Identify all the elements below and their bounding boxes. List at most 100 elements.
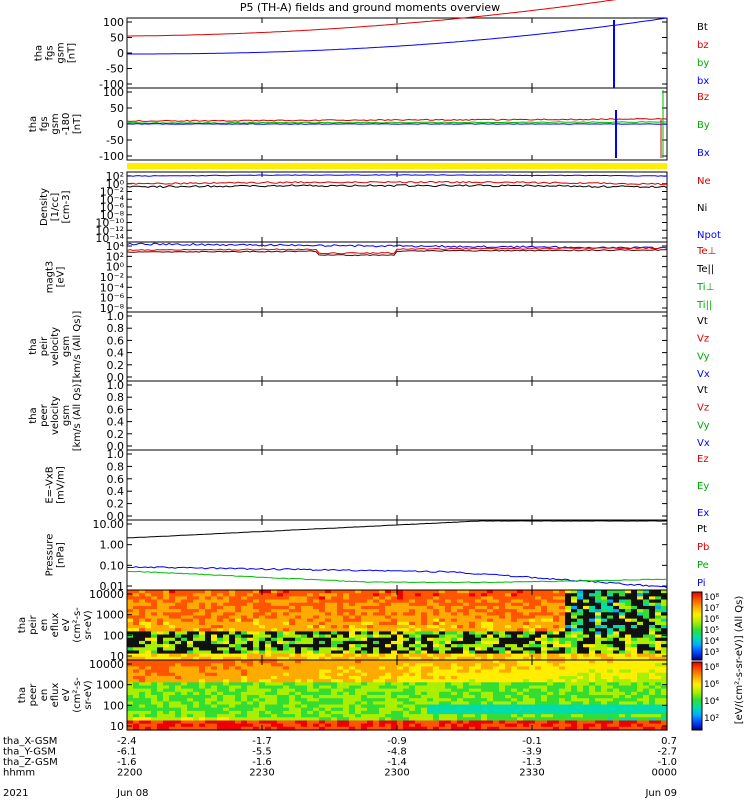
spectrogram-cell (535, 720, 542, 725)
spectrogram-cell (631, 656, 638, 661)
spectrogram-cell (223, 685, 230, 690)
spectrogram-cell (583, 720, 590, 725)
spectrogram-cell (415, 612, 422, 617)
spectrogram-cell (625, 660, 632, 664)
spectrogram-cell (151, 695, 158, 699)
spectrogram-cell (313, 599, 320, 604)
spectrogram-cell (445, 682, 452, 687)
spectrogram-cell (601, 720, 608, 725)
spectrogram-cell (265, 726, 272, 731)
spectrogram-cell (337, 679, 344, 683)
spectrogram-cell (493, 701, 500, 706)
spectrogram-cell (379, 675, 386, 680)
spectrogram-cell (487, 596, 494, 601)
spectrogram-cell (361, 710, 368, 715)
spectrogram-cell (187, 701, 194, 706)
y-tick-label: 10⁻¹⁰ (95, 217, 124, 230)
spectrogram-cell (175, 726, 182, 731)
spectrogram-cell (343, 704, 350, 709)
spectrogram-cell (343, 596, 350, 601)
series-Ni (126, 184, 668, 189)
spectrogram-cell (511, 720, 518, 725)
spectrogram-cell (349, 590, 356, 594)
spectrogram-cell (589, 634, 596, 639)
spectrogram-cell (529, 602, 536, 607)
spectrogram-cell (613, 707, 620, 712)
spectrogram-cell (403, 628, 410, 632)
spectrogram-cell (631, 634, 638, 639)
spectrogram-cell (385, 615, 392, 620)
spectrogram-cell (325, 704, 332, 709)
spectrogram-cell (307, 599, 314, 604)
spectrogram-cell (535, 663, 542, 667)
legend-entry: Ex (697, 508, 709, 519)
spectrogram-cell (331, 605, 338, 610)
spectrogram-cell (181, 593, 188, 597)
spectrogram-cell (403, 663, 410, 667)
spectrogram-cell (469, 653, 476, 658)
spectrogram-cell (247, 628, 254, 632)
spectrogram-cell (427, 669, 434, 674)
spectrogram-cell (355, 602, 362, 607)
spectrogram-cell (223, 650, 230, 655)
spectrogram-cell (253, 615, 260, 620)
spectrogram-cell (403, 695, 410, 699)
spectrogram-cell (307, 605, 314, 610)
spectrogram-cell (187, 599, 194, 604)
spectrogram-cell (439, 717, 446, 722)
spectrogram-cell (541, 675, 548, 680)
spectrogram-cell (433, 714, 440, 718)
spectrogram-cell (535, 621, 542, 626)
spectrogram-cell (469, 707, 476, 712)
spectrogram-cell (235, 698, 242, 702)
spectrogram-cell (343, 698, 350, 702)
spectrogram-cell (307, 717, 314, 722)
spectrogram-cell (655, 644, 662, 648)
spectrogram-cell (661, 599, 668, 604)
spectrogram-cell (559, 698, 566, 702)
spectrogram-cell (625, 675, 632, 680)
spectrogram-cell (385, 723, 392, 728)
spectrogram-cell (439, 625, 446, 629)
spectrogram-cell (331, 695, 338, 699)
spectrogram-cell (397, 726, 404, 731)
spectrogram-cell (511, 701, 518, 706)
spectrogram-cell (301, 590, 308, 594)
spectrogram-cell (517, 675, 524, 680)
spectrogram-cell (325, 691, 332, 696)
spectrogram-cell (637, 707, 644, 712)
spectrogram-cell (535, 666, 542, 671)
spectrogram-cell (535, 593, 542, 597)
spectrogram-cell (139, 714, 146, 718)
spectrogram-cell (631, 704, 638, 709)
spectrogram-cell (505, 612, 512, 617)
spectrogram-cell (487, 644, 494, 648)
spectrogram-cell (163, 682, 170, 687)
spectrogram-cell (223, 628, 230, 632)
spectrogram-cell (409, 618, 416, 623)
spectrogram-cell (325, 621, 332, 626)
spectrogram-cell (307, 615, 314, 620)
spectrogram-cell (607, 653, 614, 658)
spectrogram-cell (223, 621, 230, 626)
spectrogram-cell (277, 621, 284, 626)
spectrogram-cell (307, 669, 314, 674)
spectrogram-cell (487, 717, 494, 722)
spectrogram-cell (571, 640, 578, 645)
spectrogram-cell (325, 720, 332, 725)
spectrogram-cell (217, 593, 224, 597)
spectrogram-cell (295, 707, 302, 712)
spectrogram-cell (163, 695, 170, 699)
spectrogram-cell (517, 714, 524, 718)
spectrogram-cell (133, 679, 140, 683)
spectrogram-cell (349, 593, 356, 597)
spectrogram-cell (157, 672, 164, 677)
spectrogram-cell (235, 628, 242, 632)
spectrogram-cell (505, 640, 512, 645)
spectrogram-cell (421, 717, 428, 722)
spectrogram-cell (421, 653, 428, 658)
spectrogram-cell (289, 612, 296, 617)
spectrogram-cell (487, 628, 494, 632)
spectrogram-cell (283, 618, 290, 623)
spectrogram-cell (655, 647, 662, 652)
